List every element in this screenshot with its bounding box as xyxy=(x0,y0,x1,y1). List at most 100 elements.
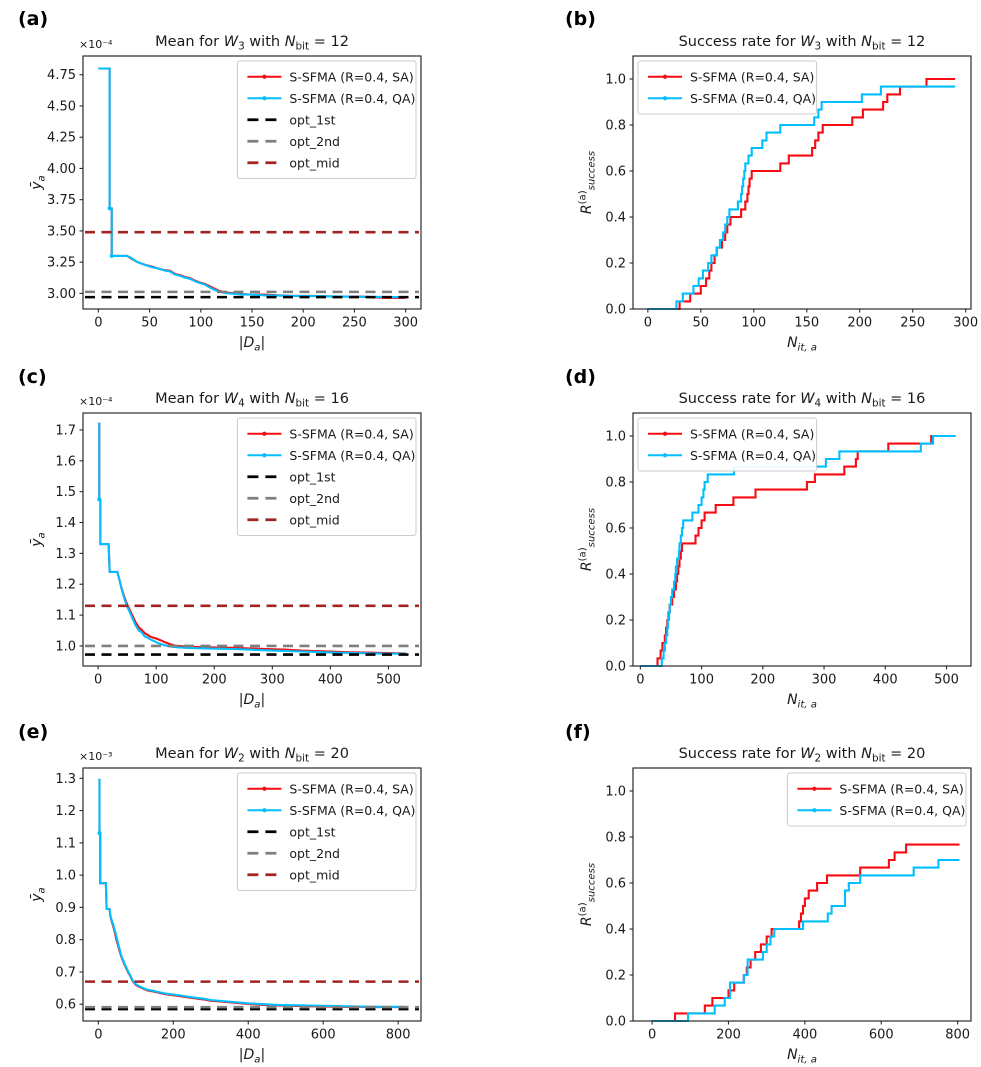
chart-title: Mean for W3 with Nbit = 12 xyxy=(155,34,349,53)
axis-offset-text: ×10⁻³ xyxy=(79,750,112,763)
legend-marker xyxy=(812,808,817,813)
x-tick-label: 300 xyxy=(393,316,418,331)
x-axis-label: |Da| xyxy=(239,335,265,353)
legend-label: S-SFMA (R=0.4, QA) xyxy=(289,448,415,463)
axis-offset-text: ×10⁻⁴ xyxy=(79,38,113,51)
x-tick-label: 0 xyxy=(94,316,102,331)
legend-label: opt_2nd xyxy=(289,491,340,506)
y-tick-label: 1.5 xyxy=(55,485,76,500)
x-axis-label: |Da| xyxy=(239,692,265,710)
y-tick-label: 1.3 xyxy=(55,547,76,562)
x-tick-label: 0 xyxy=(644,316,652,331)
y-tick-label: 0.2 xyxy=(605,614,626,629)
x-tick-label: 50 xyxy=(693,316,710,331)
legend-marker xyxy=(662,96,668,101)
y-axis-label: ȳa xyxy=(29,532,47,547)
legend-marker xyxy=(662,453,668,458)
chart-mean-w3-nbit12: 0 50 100 150 200 250 300 3.00 3.25 3.50 3.75 4.00 4.… xyxy=(29,34,422,353)
y-tick-label: 0.8 xyxy=(55,933,76,948)
y-tick-label: 0.2 xyxy=(605,969,626,984)
chart-title: Success rate for W4 with Nbit = 16 xyxy=(679,391,926,410)
y-axis-label: ȳa xyxy=(29,175,47,190)
series-line-qa xyxy=(98,67,406,299)
series-line-qa xyxy=(652,858,960,1023)
y-tick-label: 0.7 xyxy=(55,965,76,980)
legend-label: S-SFMA (R=0.4, SA) xyxy=(839,781,963,796)
legend-label: opt_mid xyxy=(289,867,339,882)
panel-letter-c: (c) xyxy=(18,366,47,388)
data-marker xyxy=(109,253,114,258)
y-tick-label: 0.6 xyxy=(605,877,626,892)
y-tick-label: 0.0 xyxy=(605,660,626,675)
legend-box xyxy=(236,60,417,179)
x-axis-label: Nit, a xyxy=(787,335,817,353)
y-tick-label: 3.50 xyxy=(47,224,76,239)
data-marker xyxy=(97,497,102,502)
y-tick-label: 0.8 xyxy=(605,119,626,134)
x-tick-label: 600 xyxy=(869,1028,894,1043)
series-line-sa xyxy=(652,843,960,1023)
legend-label: opt_1st xyxy=(289,469,335,484)
x-tick-label: 100 xyxy=(741,316,766,331)
y-tick-label: 1.1 xyxy=(55,836,76,851)
y-axis-label: R(a)success xyxy=(577,150,597,214)
legend-marker xyxy=(662,431,668,436)
series-line-sa xyxy=(647,77,956,311)
x-axis-label: |Da| xyxy=(239,1047,265,1065)
chart-title: Mean for W4 with Nbit = 16 xyxy=(155,391,349,410)
x-tick-label: 400 xyxy=(236,1028,261,1043)
chart-success-w2-nbit20: 0 200 400 600 800 0.0 0.2 0.4 0.6 0.8 1.0 Success r… xyxy=(577,746,972,1065)
y-tick-label: 3.75 xyxy=(47,193,76,208)
x-tick-label: 250 xyxy=(342,316,367,331)
x-tick-label: 500 xyxy=(376,673,401,688)
chart-mean-w2-nbit20: 0 200 400 600 800 0.6 0.7 0.8 0.9 1.0 1.1 1.2 1.3×10… xyxy=(29,746,422,1065)
chart-title: Success rate for W3 with Nbit = 12 xyxy=(679,34,926,53)
x-tick-label: 300 xyxy=(260,673,285,688)
legend-box xyxy=(637,417,818,472)
x-tick-label: 200 xyxy=(847,316,872,331)
chart-success-w4-nbit16: 0 100 200 300 400 500 0.0 0.2 0.4 0.6 0.8 1.0 Succes… xyxy=(577,391,972,710)
x-tick-label: 50 xyxy=(141,316,158,331)
x-tick-label: 150 xyxy=(794,316,819,331)
legend-marker xyxy=(262,808,267,813)
x-tick-label: 200 xyxy=(750,673,775,688)
legend-marker xyxy=(262,431,267,436)
legend-label: S-SFMA (R=0.4, QA) xyxy=(289,803,415,818)
y-tick-label: 4.50 xyxy=(47,99,76,114)
legend-label: S-SFMA (R=0.4, SA) xyxy=(690,69,814,84)
legend-label: opt_2nd xyxy=(289,846,340,861)
y-tick-label: 1.3 xyxy=(55,772,76,787)
legend-marker xyxy=(262,74,267,79)
y-axis-label: R(a)success xyxy=(577,862,597,926)
x-tick-label: 500 xyxy=(934,673,959,688)
x-tick-label: 200 xyxy=(291,316,316,331)
legend-marker xyxy=(262,786,267,791)
y-tick-label: 4.75 xyxy=(47,68,76,83)
panel-letter-b: (b) xyxy=(565,8,596,30)
legend-marker xyxy=(662,74,668,79)
series-line-qa xyxy=(98,778,406,1008)
x-tick-label: 0 xyxy=(636,673,644,688)
legend-label: S-SFMA (R=0.4, SA) xyxy=(690,426,814,441)
series-line-qa xyxy=(640,434,956,668)
x-tick-label: 400 xyxy=(792,1028,817,1043)
legend-label: opt_mid xyxy=(289,155,339,170)
panel-letter-f: (f) xyxy=(565,721,591,743)
y-axis-label: ȳa xyxy=(29,887,47,902)
legend-label: S-SFMA (R=0.4, SA) xyxy=(289,69,413,84)
x-tick-label: 0 xyxy=(94,1028,102,1043)
data-marker xyxy=(107,206,112,211)
chart-mean-w4-nbit16: 0 100 200 300 400 500 1.0 1.1 1.2 1.3 1.4 1.5 1.6 1.7… xyxy=(29,391,422,710)
legend-label: opt_1st xyxy=(289,112,335,127)
x-tick-label: 100 xyxy=(144,673,169,688)
y-tick-label: 0.4 xyxy=(605,211,626,226)
legend-label: S-SFMA (R=0.4, SA) xyxy=(289,426,413,441)
y-tick-label: 0.8 xyxy=(605,476,626,491)
y-tick-label: 1.2 xyxy=(55,804,76,819)
y-tick-label: 0.9 xyxy=(55,901,76,916)
y-tick-label: 1.0 xyxy=(605,785,626,800)
legend-label: S-SFMA (R=0.4, SA) xyxy=(289,781,413,796)
y-tick-label: 0.4 xyxy=(605,568,626,583)
x-tick-label: 0 xyxy=(648,1028,656,1043)
x-axis-label: Nit, a xyxy=(787,692,817,710)
